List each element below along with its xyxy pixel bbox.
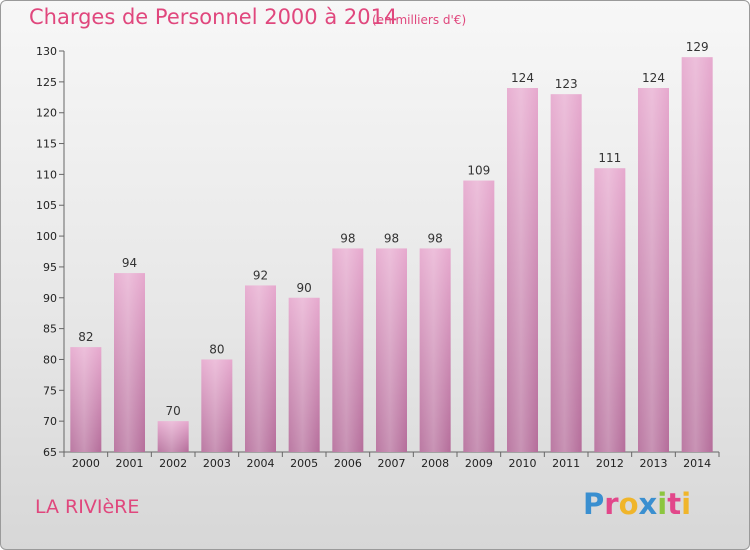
x-tick-label: 2005 (290, 457, 318, 470)
bar-shine (638, 88, 669, 452)
bar-shine (70, 347, 102, 452)
x-tick-label: 2002 (159, 457, 187, 470)
y-tick-label: 105 (36, 199, 57, 212)
y-tick-label: 75 (43, 384, 57, 397)
bar-shine (245, 285, 276, 452)
y-tick-label: 95 (43, 261, 57, 274)
bar-shine (376, 248, 407, 452)
y-tick-label: 110 (36, 168, 57, 181)
bar-value-label: 124 (511, 71, 534, 85)
x-tick-label: 2009 (465, 457, 493, 470)
y-tick-label: 70 (43, 415, 57, 428)
x-tick-label: 2003 (203, 457, 231, 470)
logo-letter: t (667, 487, 682, 521)
bar-value-label: 109 (467, 164, 490, 178)
bar-shine (332, 248, 364, 452)
logo-letter: o (618, 487, 639, 521)
bar-value-label: 98 (384, 231, 399, 245)
x-tick-label: 2004 (247, 457, 275, 470)
y-tick-label: 125 (36, 76, 57, 89)
bar-value-label: 70 (166, 404, 181, 418)
logo-letter: i (681, 487, 692, 521)
bar-value-label: 98 (428, 231, 443, 245)
bar-shine (288, 297, 320, 452)
x-tick-label: 2006 (334, 457, 362, 470)
bar-value-label: 94 (122, 256, 137, 270)
bar-value-label: 90 (297, 281, 312, 295)
bar-shine (594, 168, 626, 452)
bar-shine (201, 359, 233, 452)
bar-value-label: 92 (253, 268, 268, 282)
bar-shine (157, 421, 189, 452)
bar-value-label: 80 (209, 342, 224, 356)
logo-letter: P (583, 487, 605, 521)
x-tick-label: 2012 (596, 457, 624, 470)
chart-title: Charges de Personnel 2000 à 2014 (29, 5, 398, 29)
bar-value-label: 123 (555, 77, 578, 91)
bar-value-label: 124 (642, 71, 665, 85)
x-tick-label: 2008 (421, 457, 449, 470)
logo-letter: i (657, 487, 668, 521)
bar-shine (507, 88, 538, 452)
bar-shine (419, 248, 451, 452)
x-tick-label: 2001 (116, 457, 144, 470)
place-name: LA RIVIèRE (35, 496, 140, 518)
x-tick-label: 2013 (640, 457, 668, 470)
y-tick-label: 120 (36, 107, 57, 120)
bar-shine (114, 273, 145, 452)
x-tick-label: 2014 (683, 457, 711, 470)
bar-value-label: 98 (340, 231, 355, 245)
x-tick-label: 2010 (509, 457, 537, 470)
proxiti-logo: Proxiti (583, 487, 691, 521)
y-tick-label: 85 (43, 323, 57, 336)
x-tick-label: 2007 (378, 457, 406, 470)
bar-shine (550, 94, 582, 452)
bar-shine (463, 180, 495, 453)
y-tick-label: 130 (36, 45, 57, 58)
bar-shine (681, 57, 713, 453)
x-tick-label: 2000 (72, 457, 100, 470)
y-tick-label: 80 (43, 353, 57, 366)
bar-value-label: 82 (78, 330, 93, 344)
x-tick-label: 2011 (552, 457, 580, 470)
logo-letter: r (604, 487, 619, 521)
logo-letter: x (638, 487, 658, 521)
bar-value-label: 129 (686, 40, 709, 54)
bar-value-label: 111 (598, 151, 621, 165)
y-tick-label: 65 (43, 446, 57, 459)
y-tick-label: 115 (36, 138, 57, 151)
y-tick-label: 90 (43, 292, 57, 305)
chart-subtitle: (en milliers d'€) (372, 13, 467, 27)
y-tick-label: 100 (36, 230, 57, 243)
